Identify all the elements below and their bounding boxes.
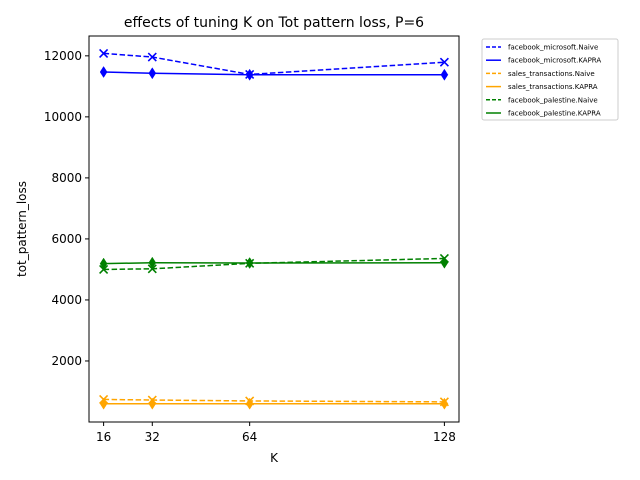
x-axis-ticks: 16 32 64 128 — [96, 422, 456, 444]
series-layer — [99, 48, 449, 410]
x-tick-label: 128 — [433, 430, 456, 444]
data-point — [99, 397, 108, 410]
series-line — [103, 398, 445, 403]
series-sales_transactions.KAPRA — [99, 397, 449, 410]
x-tick-label: 64 — [242, 430, 257, 444]
y-tick-label: 2000 — [51, 354, 82, 368]
data-point — [99, 66, 108, 78]
x-axis-title: K — [270, 451, 279, 465]
data-point — [440, 68, 449, 81]
chart-title: effects of tuning K on Tot pattern loss,… — [124, 15, 424, 31]
plot-frame — [88, 35, 460, 423]
data-point — [439, 57, 449, 67]
y-axis-ticks: 2000 4000 6000 8000 10000 12000 — [44, 49, 89, 368]
data-point — [245, 257, 254, 269]
x-tick-label: 32 — [145, 430, 160, 444]
data-point — [99, 48, 109, 58]
y-axis-title: tot_pattern_loss — [15, 181, 29, 277]
data-point — [148, 256, 157, 269]
legend-label: facebook_microsoft.KAPRA — [508, 57, 601, 65]
series-line — [103, 257, 445, 271]
series-facebook_palestine.KAPRA — [99, 256, 449, 270]
series-facebook_microsoft.KAPRA — [99, 66, 449, 81]
legend-label: facebook_palestine.Naive — [508, 96, 598, 104]
series-line — [103, 261, 445, 265]
data-point — [148, 67, 157, 80]
y-tick-label: 6000 — [51, 232, 82, 246]
x-tick-label: 16 — [96, 430, 111, 444]
legend-label: sales_transactions.KAPRA — [508, 83, 598, 91]
y-tick-label: 12000 — [44, 49, 82, 63]
series-facebook_microsoft.Naive — [99, 48, 449, 80]
legend-label: facebook_palestine.KAPRA — [508, 110, 601, 118]
y-tick-label: 4000 — [51, 293, 82, 307]
legend-label: sales_transactions.Naive — [508, 70, 595, 78]
data-point — [147, 264, 157, 274]
legend-box — [481, 38, 619, 121]
data-point — [440, 397, 449, 410]
legend: facebook_microsoft.Naive facebook_microso… — [481, 38, 619, 121]
data-point — [147, 52, 157, 62]
series-line — [103, 71, 445, 76]
data-point — [245, 68, 254, 81]
data-point — [148, 397, 157, 410]
data-point — [440, 256, 449, 269]
y-tick-label: 10000 — [44, 110, 82, 124]
legend-label: facebook_microsoft.Naive — [508, 44, 598, 52]
series-line — [103, 52, 445, 76]
data-point — [99, 257, 108, 270]
data-point — [245, 397, 254, 410]
y-tick-label: 8000 — [51, 171, 82, 185]
